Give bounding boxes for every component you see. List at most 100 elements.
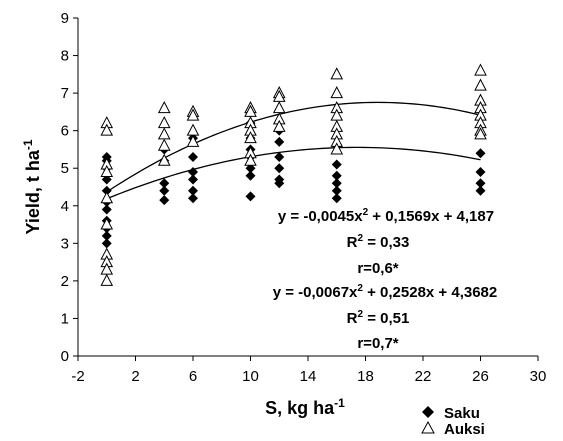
y-tick-label: 1 xyxy=(61,310,69,327)
point-auksi xyxy=(330,142,344,155)
point-auksi xyxy=(272,119,286,132)
r-squared-1-pre: R xyxy=(347,234,358,251)
legend-saku-marker xyxy=(422,406,434,418)
data-points xyxy=(100,63,487,286)
point-auksi xyxy=(157,138,171,151)
x-tick-label: 14 xyxy=(300,368,317,385)
fit-equation-1-pre: y = -0,0045x xyxy=(278,208,363,225)
point-saku xyxy=(475,185,486,196)
x-tick-label: 6 xyxy=(189,368,197,385)
point-auksi xyxy=(474,127,487,140)
y-tick-label: 6 xyxy=(61,123,69,140)
point-saku xyxy=(331,159,342,170)
r-squared-1-sup: 2 xyxy=(357,233,363,244)
y-tick-label: 5 xyxy=(61,160,69,177)
fit-equation-1: y = -0,0045x2 + 0,1569x + 4,187 xyxy=(278,207,494,225)
fit-equation-1-sup: 2 xyxy=(363,207,369,218)
x-tick-label: 22 xyxy=(415,368,432,385)
fit-equation-1-post: + 0,1569x + 4,187 xyxy=(368,208,494,225)
point-auksi xyxy=(157,127,171,140)
point-auksi xyxy=(186,123,200,136)
point-saku xyxy=(331,178,342,189)
point-saku xyxy=(188,185,198,196)
y-tick-label: 7 xyxy=(61,85,69,102)
point-saku xyxy=(331,170,342,181)
fit-equation-2-pre: y = -0,0067x xyxy=(273,284,358,301)
point-auksi xyxy=(186,108,200,121)
r-squared-2: R2 = 0,51 xyxy=(347,309,410,327)
point-saku xyxy=(475,178,486,189)
x-tick-label: 30 xyxy=(530,368,547,385)
point-saku xyxy=(274,136,285,147)
point-saku xyxy=(101,238,112,249)
x-axis-title: S, kg ha-1 xyxy=(265,396,345,418)
fit-curve-2 xyxy=(106,146,481,200)
legend-auksi-marker xyxy=(421,420,435,434)
r-squared-1-post: = 0,33 xyxy=(363,234,409,251)
point-saku xyxy=(188,193,198,204)
point-auksi xyxy=(186,134,200,147)
point-saku xyxy=(101,185,112,196)
point-saku xyxy=(245,163,256,174)
point-saku xyxy=(159,178,170,189)
point-auksi xyxy=(100,164,114,177)
y-tick-label: 4 xyxy=(61,198,69,215)
point-saku xyxy=(331,193,342,204)
fit-curves xyxy=(106,101,481,200)
y-tick-label: 0 xyxy=(61,348,69,365)
point-saku xyxy=(245,191,256,202)
point-auksi xyxy=(157,101,171,114)
point-auksi xyxy=(100,273,114,286)
point-saku xyxy=(274,151,285,162)
fit-equation-2-post: + 0,2528x + 4,3682 xyxy=(363,284,497,301)
fit-equation-2-sup: 2 xyxy=(357,283,363,294)
point-auksi xyxy=(244,131,257,144)
y-axis-title-text: Yield, t ha xyxy=(23,149,43,234)
x-tick-label: -2 xyxy=(71,368,84,385)
r-squared-2-sup: 2 xyxy=(357,309,363,320)
point-auksi xyxy=(330,86,344,99)
point-auksi xyxy=(272,101,286,114)
point-saku xyxy=(101,174,112,185)
x-axis-title-text: S, kg ha xyxy=(265,398,335,418)
point-auksi xyxy=(157,153,171,166)
y-tick-label: 9 xyxy=(61,10,69,27)
correlation-2: r=0,7* xyxy=(357,335,398,352)
point-saku xyxy=(331,185,342,196)
point-saku xyxy=(274,163,285,174)
axes xyxy=(77,18,538,357)
point-auksi xyxy=(474,78,487,91)
y-tick-label: 2 xyxy=(61,273,69,290)
y-axis-title-sup: -1 xyxy=(21,139,35,150)
point-saku xyxy=(101,204,112,215)
y-tick-label: 3 xyxy=(61,235,69,252)
r-squared-1: R2 = 0,33 xyxy=(347,233,410,251)
x-tick-label: 26 xyxy=(472,368,489,385)
point-auksi xyxy=(330,67,344,80)
x-tick-label: 2 xyxy=(131,368,139,385)
legend: Saku Auksi xyxy=(421,405,485,438)
fit-curve-1 xyxy=(106,101,481,193)
point-saku xyxy=(245,170,256,181)
r-squared-2-post: = 0,51 xyxy=(363,310,409,327)
point-saku xyxy=(188,166,198,177)
point-auksi xyxy=(157,116,171,129)
point-saku xyxy=(188,151,198,162)
point-auksi xyxy=(100,123,114,136)
y-axis-title: Yield, t ha-1 xyxy=(21,139,43,234)
point-auksi xyxy=(100,217,114,230)
point-saku xyxy=(274,178,285,189)
point-auksi xyxy=(100,191,114,204)
point-saku xyxy=(101,230,112,241)
r-squared-2-pre: R xyxy=(347,310,358,327)
point-saku xyxy=(475,148,486,159)
point-auksi xyxy=(474,63,487,76)
point-auksi xyxy=(244,153,257,166)
x-tick-label: 18 xyxy=(357,368,374,385)
legend-auksi-label: Auksi xyxy=(444,421,485,438)
fit-equation-2: y = -0,0067x2 + 0,2528x + 4,3682 xyxy=(273,283,498,301)
point-saku xyxy=(475,166,486,177)
